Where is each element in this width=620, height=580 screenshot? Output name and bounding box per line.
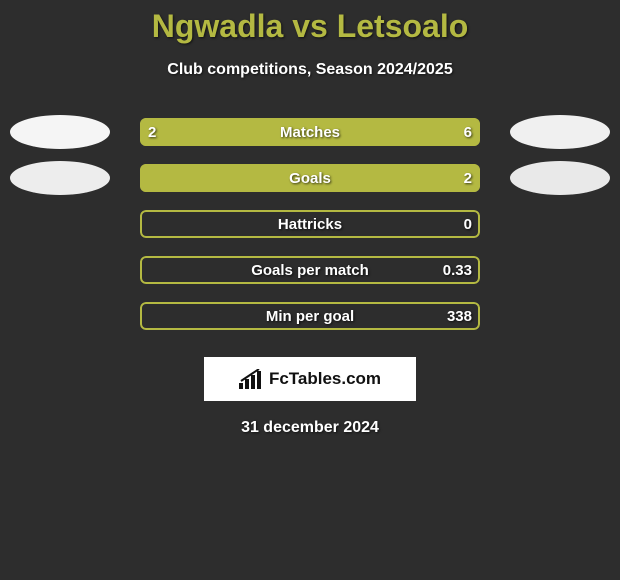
- player-badge-right: [510, 115, 610, 149]
- player-badge-right: [510, 161, 610, 195]
- page-title: Ngwadla vs Letsoalo: [0, 8, 620, 45]
- stat-row: 26Matches: [0, 109, 620, 155]
- date: 31 december 2024: [0, 419, 620, 437]
- stat-value-right: 0.33: [443, 256, 472, 284]
- source-logo-text: FcTables.com: [269, 369, 381, 389]
- comparison-widget: Ngwadla vs Letsoalo Club competitions, S…: [0, 0, 620, 437]
- stat-bar-fill-left: [140, 118, 225, 146]
- stat-row: 0Hattricks: [0, 201, 620, 247]
- stat-bar: 2Goals: [140, 164, 480, 192]
- stat-bar-fill-right: [225, 118, 480, 146]
- stat-bar-border: [140, 302, 480, 330]
- source-logo[interactable]: FcTables.com: [204, 357, 416, 401]
- stat-bar-border: [140, 210, 480, 238]
- stat-row: 0.33Goals per match: [0, 247, 620, 293]
- stat-bar: 0Hattricks: [140, 210, 480, 238]
- stat-label: Goals per match: [140, 256, 480, 284]
- stat-value-right: 338: [447, 302, 472, 330]
- stat-value-right: 0: [464, 210, 472, 238]
- stat-row: 338Min per goal: [0, 293, 620, 339]
- chart-icon: [239, 369, 263, 389]
- subtitle: Club competitions, Season 2024/2025: [0, 61, 620, 79]
- stat-label: Hattricks: [140, 210, 480, 238]
- player-badge-left: [10, 115, 110, 149]
- stat-row: 2Goals: [0, 155, 620, 201]
- stat-bar-border: [140, 256, 480, 284]
- stat-bar: 26Matches: [140, 118, 480, 146]
- stats-rows: 26Matches 2Goals 0Hattricks 0.33Goals per m…: [0, 109, 620, 339]
- stat-bar: 0.33Goals per match: [140, 256, 480, 284]
- stat-bar-fill-right: [140, 164, 480, 192]
- player-badge-left: [10, 161, 110, 195]
- stat-bar: 338Min per goal: [140, 302, 480, 330]
- stat-label: Min per goal: [140, 302, 480, 330]
